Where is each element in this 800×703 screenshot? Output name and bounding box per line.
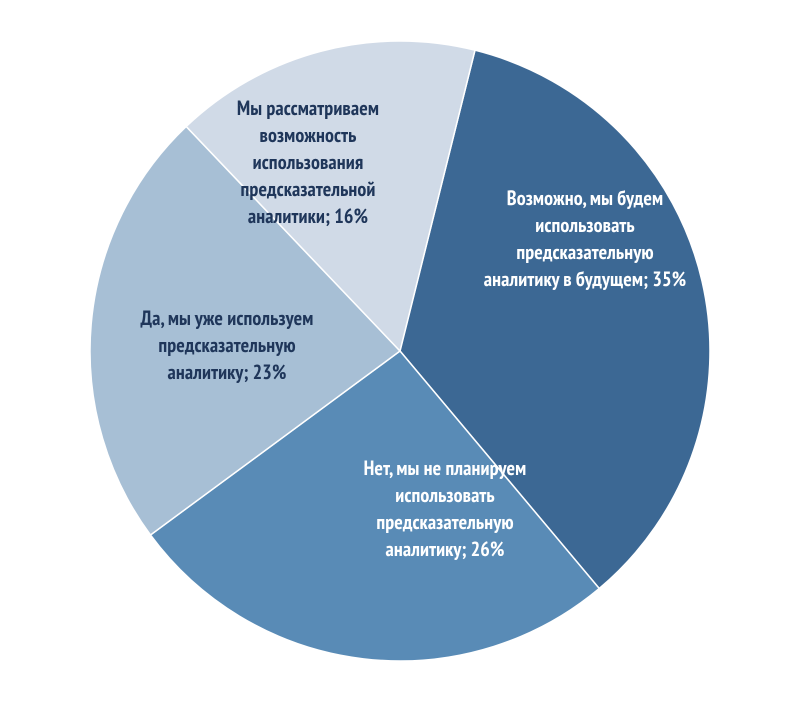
slice-label-no-plan: Нет, мы не планируем использовать предск… <box>330 455 560 563</box>
slice-label-already-using: Да, мы уже используем предсказательную а… <box>112 305 342 386</box>
slice-label-maybe-future: Возможно, мы будем использовать предсказ… <box>455 185 715 293</box>
slice-label-considering: Мы рассматриваем возможность использован… <box>198 95 418 230</box>
pie-chart: Возможно, мы будем использовать предсказ… <box>0 0 800 703</box>
